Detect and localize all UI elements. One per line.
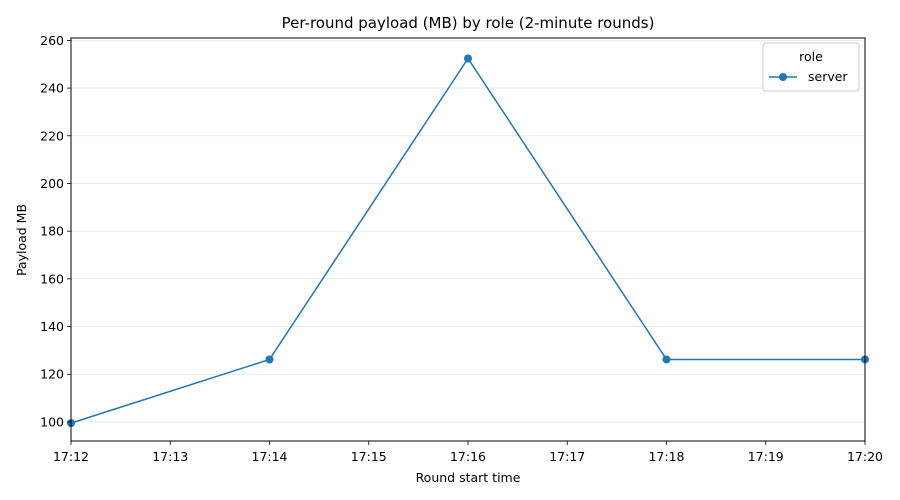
- x-tick-label: 17:17: [549, 449, 585, 464]
- legend: role server: [762, 42, 860, 92]
- legend-box: [762, 42, 860, 92]
- chart-title: Per-round payload (MB) by role (2-minute…: [282, 14, 655, 32]
- x-axis: 17:12 17:13 17:14 17:15 17:16 17:17 17:18 17:19…: [53, 441, 883, 464]
- y-tick-label: 160: [40, 271, 64, 286]
- x-tick-label: 17:12: [53, 449, 89, 464]
- x-tick-label: 17:20: [847, 449, 883, 464]
- legend-title: role: [799, 49, 823, 64]
- x-tick-label: 17:19: [748, 449, 784, 464]
- series-group: [67, 54, 869, 428]
- y-tick-label: 120: [40, 367, 64, 382]
- legend-label-server: server: [808, 69, 848, 84]
- x-tick-label: 17:14: [251, 449, 287, 464]
- legend-swatch-marker: [779, 73, 787, 81]
- x-axis-label: Round start time: [416, 470, 521, 485]
- y-tick-label: 200: [40, 176, 64, 191]
- data-point: [662, 355, 671, 364]
- x-tick-label: 17:15: [351, 449, 387, 464]
- y-tick-label: 260: [40, 33, 64, 48]
- y-tick-label: 180: [40, 224, 64, 239]
- gridlines: [71, 39, 865, 423]
- y-tick-label: 240: [40, 81, 64, 96]
- plot-frame: [70, 37, 866, 442]
- y-tick-label: 220: [40, 128, 64, 143]
- x-tick-label: 17:13: [152, 449, 188, 464]
- y-tick-label: 100: [40, 414, 64, 429]
- y-axis-label: Payload MB: [14, 204, 29, 276]
- y-tick-label: 140: [40, 319, 64, 334]
- data-point: [464, 54, 472, 63]
- data-point: [265, 355, 274, 364]
- series-line-server: [70, 57, 865, 424]
- x-tick-label: 17:16: [450, 449, 486, 464]
- x-tick-label: 17:18: [648, 449, 684, 464]
- y-axis: 100 120 140 160 180 200 220 240 260: [40, 33, 71, 429]
